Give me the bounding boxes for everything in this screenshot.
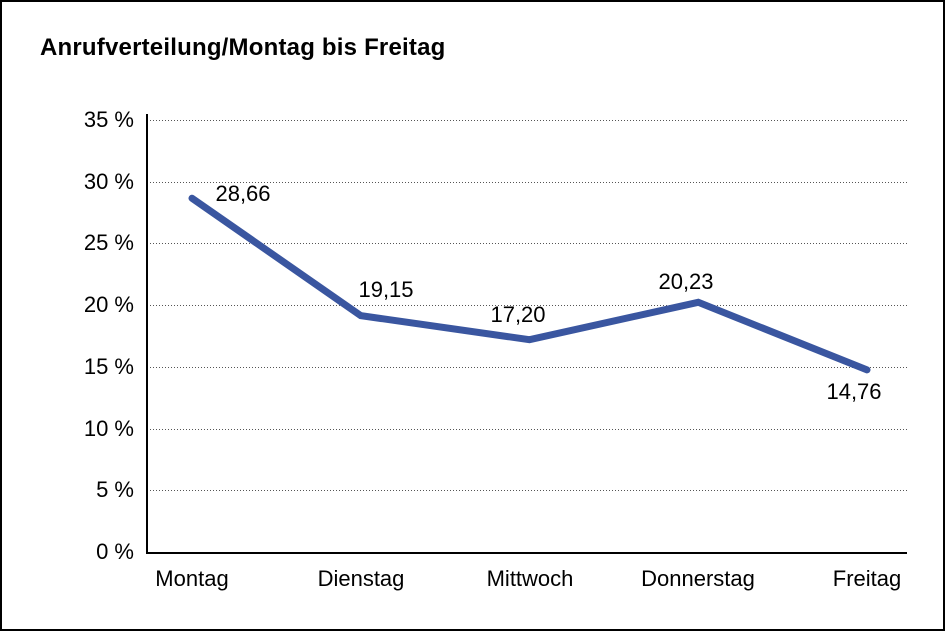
x-axis-label: Mittwoch (486, 566, 574, 591)
x-axis-label: Montag (155, 566, 229, 591)
y-tick-label: 15 % (83, 354, 134, 379)
data-point-label: 14,76 (826, 379, 882, 404)
data-point-label: 17,20 (490, 302, 546, 327)
gridline (147, 367, 907, 368)
y-axis-line (146, 114, 148, 554)
data-point-label: 20,23 (658, 269, 714, 294)
y-tick-label: 0 % (96, 539, 134, 564)
x-axis-label: Freitag (832, 566, 902, 591)
y-tick-label: 30 % (83, 169, 134, 194)
y-tick-label: 20 % (83, 292, 134, 317)
gridline (147, 305, 907, 306)
gridline (147, 120, 907, 121)
x-axis-line (146, 552, 907, 554)
y-tick-label: 25 % (83, 230, 134, 255)
y-tick-label: 10 % (83, 416, 134, 441)
gridline (147, 490, 907, 491)
data-point-label: 28,66 (215, 181, 271, 206)
data-point-label: 19,15 (358, 277, 414, 302)
x-axis-label: Dienstag (317, 566, 405, 591)
y-tick-label: 5 % (96, 477, 134, 502)
y-tick-label: 35 % (83, 107, 134, 132)
chart-title: Anrufverteilung/Montag bis Freitag (40, 34, 446, 61)
series-line (188, 194, 871, 374)
gridline (147, 243, 907, 244)
gridline (147, 429, 907, 430)
x-axis-label: Donnerstag (641, 566, 755, 591)
gridline (147, 182, 907, 183)
